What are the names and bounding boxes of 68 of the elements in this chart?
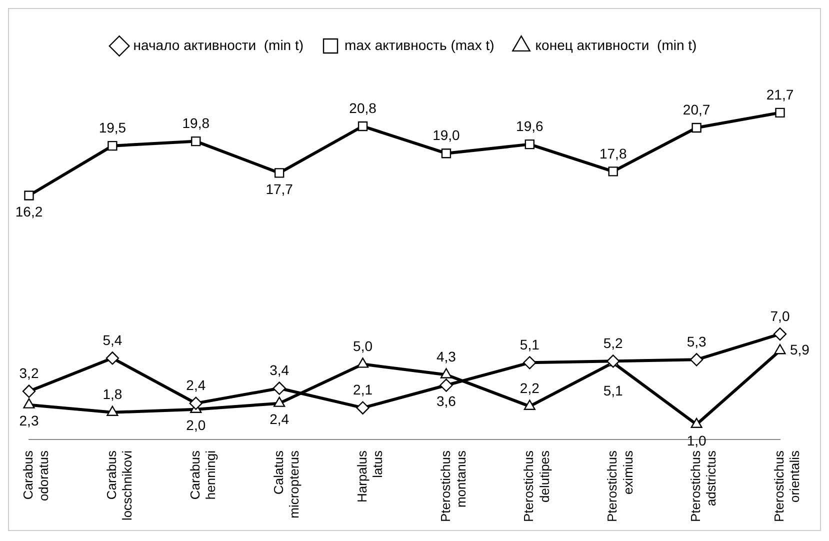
legend-label: конец активности (min t) [535,36,697,53]
point [23,398,35,408]
legend-label: max активность (max t) [344,36,494,53]
x-tick-label: Carabus odoratus [20,450,52,502]
data-label: 2,0 [186,417,206,434]
data-label: 19,6 [516,118,544,134]
data-label: 2,3 [19,412,39,429]
point [690,353,704,366]
data-label: 5,1 [520,336,540,353]
x-tick-label: Pterostichus eximius [604,450,636,522]
data-label: 2,1 [353,382,373,398]
point [774,344,786,354]
data-label: 17,8 [599,145,627,162]
data-label: 21,7 [766,86,794,103]
data-label: 4,3 [436,348,456,365]
data-label: 1,0 [686,432,706,448]
x-tick-label: Pterostichus delutipes [521,450,552,522]
point [108,140,118,151]
point [358,121,368,132]
x-tick-label: Harpalus latus [354,450,385,502]
point [692,122,702,133]
point [775,108,785,118]
legend-label: начало активности (min t) [133,36,304,53]
data-label: 20,8 [349,100,377,116]
point [441,148,452,158]
data-label: 5,3 [686,334,706,350]
data-label: 3,4 [270,362,290,378]
data-label: 16,2 [15,203,43,220]
data-label: 5,1 [603,382,624,399]
data-label: 19,0 [432,127,460,144]
point [24,190,34,200]
data-label: 7,0 [770,308,790,324]
data-label: 5,2 [603,335,624,352]
point [440,378,453,392]
data-label: 19,5 [98,120,126,136]
data-label: 2,4 [186,377,206,394]
data-label: 3,2 [19,365,39,382]
data-label: 2,4 [270,411,290,428]
point [274,168,284,178]
point [523,356,536,370]
x-tick-label: Carabus henningi [187,450,218,500]
point [524,400,536,410]
point [191,136,201,146]
data-label: 2,2 [520,380,540,396]
data-label: 1,8 [102,386,122,402]
point [274,396,286,407]
point [106,352,120,365]
point [690,418,702,428]
data-label: 5,0 [353,338,373,354]
point [773,327,787,341]
point [272,382,286,395]
point [189,396,202,410]
point [440,368,452,378]
data-label: 5,9 [790,341,810,358]
point [22,384,36,398]
x-tick-label: Pterostichus orientalis [772,450,802,522]
x-tick-label: Pterostichus montanus [438,450,468,522]
point [608,166,618,176]
x-tick-label: Pterostichus adstrictus [688,450,719,522]
point [106,406,118,416]
data-label: 19,8 [182,115,210,132]
point [356,358,369,368]
data-label: 20,7 [682,102,710,118]
data-label: 3,6 [436,393,456,410]
data-label: 5,4 [102,332,122,348]
point [356,401,370,414]
point [524,139,535,150]
data-label: 17,7 [266,180,294,197]
